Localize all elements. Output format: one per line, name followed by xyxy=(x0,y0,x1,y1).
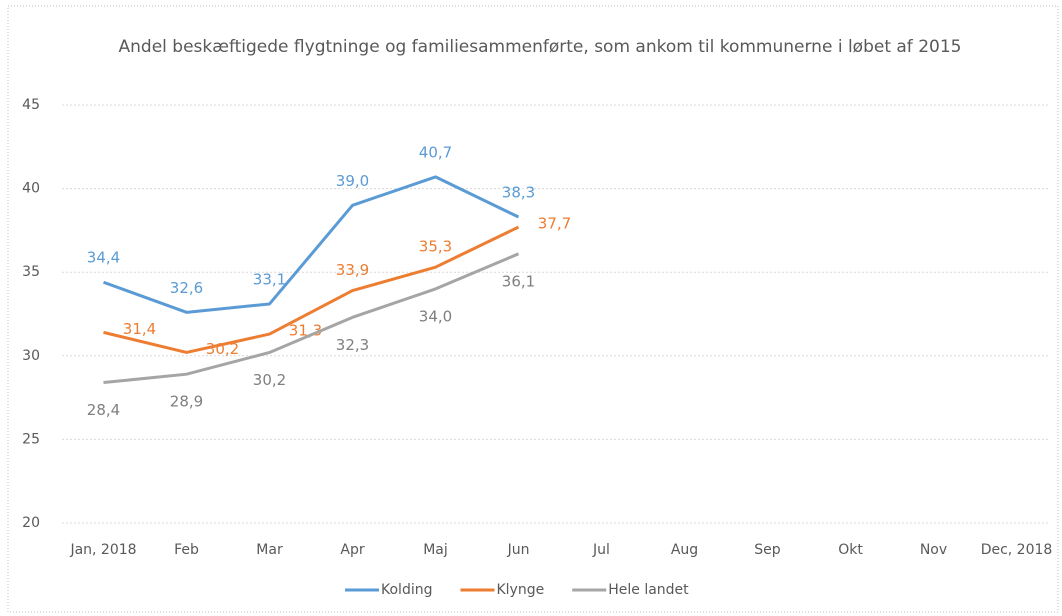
data-label: 31,4 xyxy=(123,320,156,338)
data-label: 33,9 xyxy=(336,261,369,279)
legend-label: Hele landet xyxy=(608,582,689,598)
data-label: 32,3 xyxy=(336,336,369,354)
x-tick-label: Apr xyxy=(340,542,364,558)
legend-label: Klynge xyxy=(496,582,544,598)
data-label: 32,6 xyxy=(170,279,203,297)
x-tick-label: Jul xyxy=(592,542,610,558)
line-2 xyxy=(103,252,520,385)
data-label: 39,0 xyxy=(336,172,369,190)
data-label: 36,1 xyxy=(502,272,535,290)
chart-title: Andel beskæftigede flygtninge og familie… xyxy=(118,37,962,57)
data-label: 35,3 xyxy=(419,238,452,256)
y-tick-label: 20 xyxy=(22,515,40,531)
data-label: 40,7 xyxy=(419,143,452,161)
y-tick-label: 25 xyxy=(22,431,40,447)
data-label: 37,7 xyxy=(538,215,571,233)
y-tick-label: 40 xyxy=(22,181,40,197)
data-label: 30,2 xyxy=(206,340,239,358)
data-label: 38,3 xyxy=(502,184,535,202)
x-tick-label: Jan, 2018 xyxy=(69,542,136,558)
x-tick-label: Jun xyxy=(507,542,530,558)
y-tick-label: 35 xyxy=(22,264,40,280)
x-tick-label: Maj xyxy=(423,542,448,558)
data-label: 34,0 xyxy=(419,307,452,325)
line-1 xyxy=(103,225,520,354)
line-0 xyxy=(102,175,520,314)
x-tick-label: Nov xyxy=(920,542,947,558)
x-tick-label: Sep xyxy=(754,542,781,558)
chart-border xyxy=(7,5,1059,613)
data-label: 33,1 xyxy=(253,270,286,288)
data-label: 34,4 xyxy=(87,249,120,267)
y-tick-label: 45 xyxy=(22,97,40,113)
data-label: 28,9 xyxy=(170,393,203,411)
x-tick-label: Mar xyxy=(256,542,283,558)
data-label: 30,2 xyxy=(253,371,286,389)
x-tick-label: Okt xyxy=(838,542,863,558)
x-tick-label: Dec, 2018 xyxy=(981,542,1053,558)
y-tick-label: 30 xyxy=(22,348,40,364)
x-tick-label: Feb xyxy=(174,542,199,558)
legend-label: Kolding xyxy=(381,582,432,598)
data-label: 28,4 xyxy=(87,401,120,419)
x-tick-label: Aug xyxy=(671,542,698,558)
